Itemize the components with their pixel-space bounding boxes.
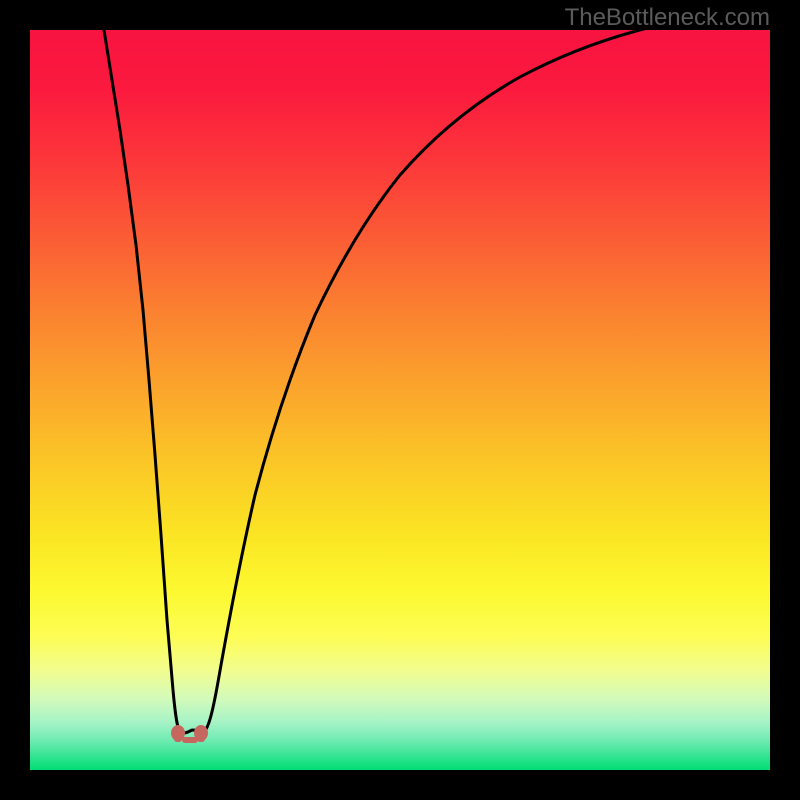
chart-stage: TheBottleneck.com xyxy=(0,0,800,800)
plot-area xyxy=(30,30,770,770)
gradient-background xyxy=(30,30,770,770)
watermark-text: TheBottleneck.com xyxy=(565,4,770,32)
plot-svg xyxy=(30,30,770,770)
